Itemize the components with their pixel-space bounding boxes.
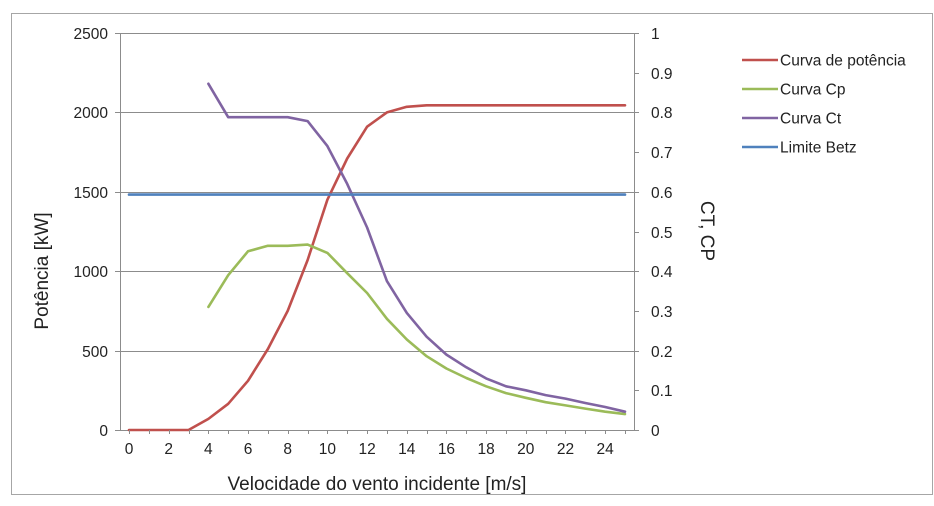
legend: Curva de potência Curva Cp Curva Ct Limite …	[742, 53, 906, 157]
y-left-tick-label: 1000	[74, 264, 109, 281]
series-lines	[127, 82, 627, 432]
x-tick-label: 8	[283, 441, 292, 458]
chart-border	[11, 13, 933, 495]
y-right-tick-label: 0.3	[651, 304, 673, 321]
y-right-tick-label: 0	[651, 423, 660, 440]
y-left-tick-label: 2500	[74, 26, 109, 43]
y-right-tick-label: 0.9	[651, 66, 673, 83]
y-right-tick-label: 0.1	[651, 383, 673, 400]
y-right-tick-label: 0.2	[651, 344, 673, 361]
x-tick-label: 10	[319, 441, 337, 458]
series-line-curva-de-pot-ncia	[127, 104, 627, 432]
y-left-tick-label: 0	[99, 423, 108, 440]
x-axis-title: Velocidade do vento incidente [m/s]	[228, 474, 527, 495]
legend-label: Curva Cp	[780, 82, 845, 99]
y-left-tick-label: 1500	[74, 185, 109, 202]
y-right-tick-label: 0.5	[651, 225, 673, 242]
y-right-tick-label: 0.6	[651, 185, 673, 202]
y-left-tick-label: 500	[82, 344, 108, 361]
x-tick-label: 16	[438, 441, 455, 458]
y-right-tick-label: 1	[651, 26, 660, 43]
x-tick-label: 2	[164, 441, 173, 458]
gridlines	[120, 33, 634, 431]
legend-label: Curva de potência	[780, 53, 906, 70]
axes: 0 500 1000 1500 2000 2500 0 0.1 0.2 0.3 0.4 0.5 0.6 0…	[74, 26, 673, 458]
x-tick-label: 12	[358, 441, 375, 458]
legend-label: Curva Ct	[780, 111, 842, 128]
x-tick-label: 6	[244, 441, 253, 458]
legend-label: Limite Betz	[780, 140, 857, 157]
x-tick-label: 0	[125, 441, 134, 458]
y-left-axis-title: Potência [kW]	[32, 212, 53, 329]
x-tick-label: 22	[557, 441, 574, 458]
x-tick-label: 20	[517, 441, 535, 458]
x-tick-label: 24	[597, 441, 615, 458]
y-right-tick-label: 0.8	[651, 105, 673, 122]
series-line-curva-ct	[207, 82, 627, 414]
x-tick-label: 18	[477, 441, 494, 458]
y-right-tick-label: 0.7	[651, 145, 673, 162]
x-tick-label: 4	[204, 441, 213, 458]
series-line-curva-cp	[207, 243, 627, 416]
y-right-axis-title: CT, CP	[696, 201, 717, 261]
x-tick-label: 14	[398, 441, 416, 458]
y-right-tick-label: 0.4	[651, 264, 673, 281]
y-left-tick-label: 2000	[74, 105, 109, 122]
